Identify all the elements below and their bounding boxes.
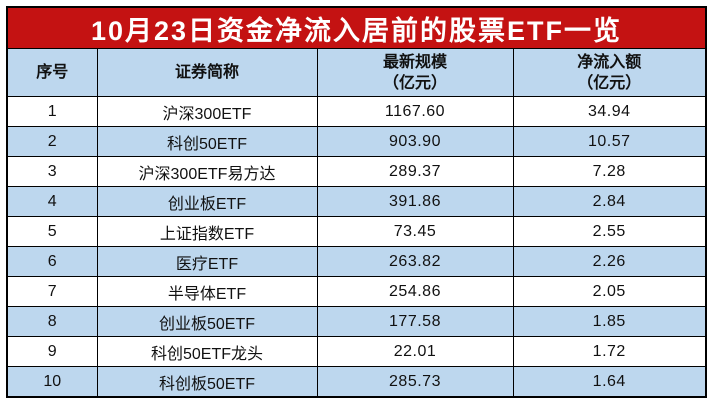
cell-name: 沪深300ETF [96,96,318,127]
cell-name: 创业板ETF [96,186,318,217]
cell-index: 3 [6,156,98,187]
col-header-scale: 最新规模 （亿元） [316,48,514,97]
cell-scale: 263.82 [316,246,514,277]
cell-inflow: 1.85 [512,306,707,337]
cell-name: 科创50ETF [96,126,318,157]
cell-index: 9 [6,336,98,367]
cell-name: 半导体ETF [96,276,318,307]
col-header-scale-line1: 最新规模 [382,53,447,71]
cell-inflow: 2.05 [512,276,707,307]
col-header-index: 序号 [6,48,98,97]
cell-inflow: 1.72 [512,336,707,367]
cell-inflow: 10.57 [512,126,707,157]
cell-name: 科创板50ETF [96,366,318,398]
table-row: 10 科创板50ETF 285.73 1.64 [6,366,707,398]
cell-index: 5 [6,216,98,247]
cell-scale: 391.86 [316,186,514,217]
cell-index: 4 [6,186,98,217]
cell-scale: 254.86 [316,276,514,307]
col-header-scale-unit: （亿元） [382,74,447,92]
cell-scale: 1167.60 [316,96,514,127]
cell-inflow: 34.94 [512,96,707,127]
table-row: 5 上证指数ETF 73.45 2.55 [6,216,707,247]
cell-name: 沪深300ETF易方达 [96,156,318,187]
col-header-inflow-unit: （亿元） [577,74,642,92]
table-row: 8 创业板50ETF 177.58 1.85 [6,306,707,337]
cell-inflow: 2.84 [512,186,707,217]
cell-scale: 177.58 [316,306,514,337]
cell-index: 8 [6,306,98,337]
table-title: 10月23日资金净流入居前的股票ETF一览 [6,6,707,49]
cell-index: 2 [6,126,98,157]
table-title-row: 10月23日资金净流入居前的股票ETF一览 [6,6,707,49]
cell-name: 创业板50ETF [96,306,318,337]
cell-scale: 289.37 [316,156,514,187]
cell-index: 10 [6,366,98,398]
table-row: 7 半导体ETF 254.86 2.05 [6,276,707,307]
table-row: 1 沪深300ETF 1167.60 34.94 [6,96,707,127]
table-row: 2 科创50ETF 903.90 10.57 [6,126,707,157]
col-header-inflow: 净流入额 （亿元） [512,48,707,97]
cell-scale: 73.45 [316,216,514,247]
etf-net-inflow-table: 10月23日资金净流入居前的股票ETF一览 序号 证券简称 最新规模 （亿元） … [6,6,707,398]
cell-index: 1 [6,96,98,127]
table-row: 9 科创50ETF龙头 22.01 1.72 [6,336,707,367]
cell-name: 医疗ETF [96,246,318,277]
cell-inflow: 2.55 [512,216,707,247]
cell-inflow: 1.64 [512,366,707,398]
col-header-name: 证券简称 [96,48,318,97]
cell-scale: 903.90 [316,126,514,157]
cell-scale: 22.01 [316,336,514,367]
table-row: 4 创业板ETF 391.86 2.84 [6,186,707,217]
col-header-inflow-line1: 净流入额 [577,53,642,71]
table-header-row: 序号 证券简称 最新规模 （亿元） 净流入额 （亿元） [6,48,707,97]
cell-index: 7 [6,276,98,307]
cell-index: 6 [6,246,98,277]
cell-inflow: 2.26 [512,246,707,277]
cell-scale: 285.73 [316,366,514,398]
cell-inflow: 7.28 [512,156,707,187]
cell-name: 科创50ETF龙头 [96,336,318,367]
table-row: 3 沪深300ETF易方达 289.37 7.28 [6,156,707,187]
table-row: 6 医疗ETF 263.82 2.26 [6,246,707,277]
cell-name: 上证指数ETF [96,216,318,247]
